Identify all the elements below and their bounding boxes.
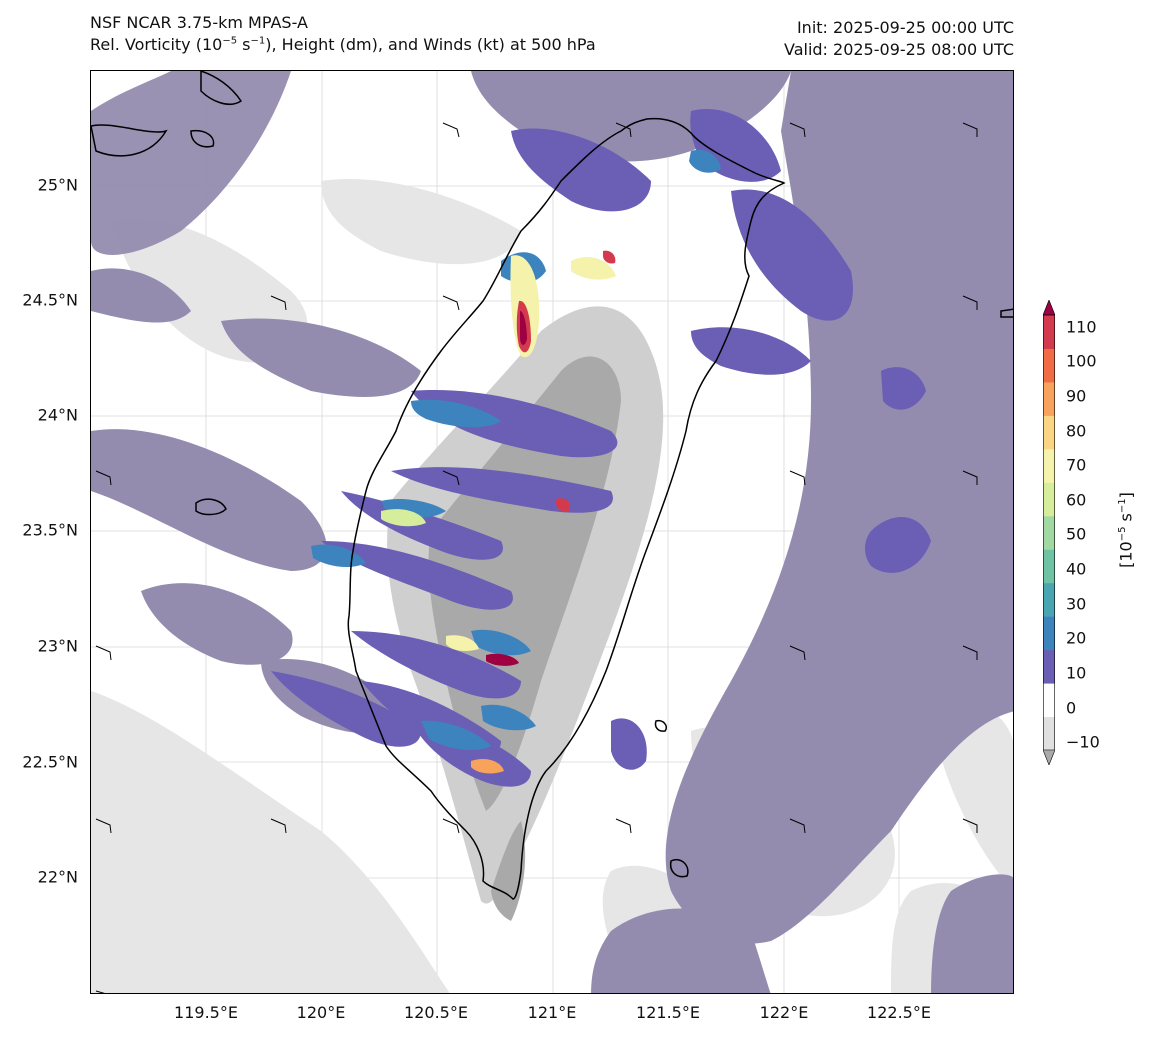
colorbar-segment	[1043, 415, 1055, 450]
colorbar-tick: 110	[1066, 317, 1097, 337]
lat-label-23-5: 23.5°N	[22, 520, 78, 540]
map-title: NSF NCAR 3.75-km MPAS-A Rel. Vorticity (…	[90, 12, 596, 56]
subtitle-part: ), Height (dm), and Winds (kt) at 500 hP…	[265, 35, 596, 54]
colorbar	[1043, 300, 1055, 765]
vorticity-map[interactable]	[90, 70, 1014, 994]
lon-label-120: 120°E	[296, 1003, 346, 1022]
lon-label-121: 121°E	[527, 1003, 577, 1022]
lon-label-120-5: 120.5°E	[404, 1003, 468, 1022]
colorbar-segment	[1043, 315, 1055, 349]
colorbar-segment	[1043, 582, 1055, 617]
colorbar-tick: 40	[1066, 559, 1087, 579]
subtitle-exponent: −1	[250, 35, 266, 47]
taiwan-coastline	[347, 117, 786, 900]
map-canvas	[91, 71, 1013, 993]
lat-label-23: 23°N	[37, 636, 78, 656]
unit-part: [10	[1116, 541, 1136, 568]
lon-label-121-5: 121.5°E	[636, 1003, 700, 1022]
subtitle-part: s	[237, 35, 251, 54]
lat-label-25: 25°N	[37, 175, 78, 195]
colorbar-segment	[1043, 348, 1055, 383]
lon-label-122: 122°E	[759, 1003, 809, 1022]
lat-label-22: 22°N	[37, 867, 78, 887]
colorbar-tick: 30	[1066, 594, 1087, 614]
colorbar-frame	[1043, 314, 1055, 751]
lat-label-22-5: 22.5°N	[22, 752, 78, 772]
colorbar-tick: 0	[1066, 698, 1077, 718]
positive-vorticity-strong	[311, 149, 721, 750]
colorbar-tick: 10	[1066, 663, 1087, 683]
colorbar-segment	[1043, 649, 1055, 684]
colorbar-tick: 90	[1066, 386, 1087, 406]
field-subtitle: Rel. Vorticity (10−5 s−1), Height (dm), …	[90, 34, 596, 56]
time-info: Init: 2025-09-25 00:00 UTC Valid: 2025-0…	[784, 17, 1014, 61]
colorbar-segment	[1043, 716, 1055, 751]
wind-barbs	[95, 122, 978, 993]
islands	[91, 71, 1013, 878]
colorbar-extend-min	[1043, 749, 1055, 765]
colorbar-segments	[1043, 300, 1055, 765]
valid-time: Valid: 2025-09-25 08:00 UTC	[783, 40, 1014, 59]
lon-label-122-5: 122.5°E	[867, 1003, 931, 1022]
colorbar-segment	[1043, 683, 1055, 718]
model-title: NSF NCAR 3.75-km MPAS-A	[90, 13, 308, 32]
colorbar-tick: 60	[1066, 490, 1087, 510]
colorbar-tick: 20	[1066, 628, 1087, 648]
colorbar-segment	[1043, 448, 1055, 483]
init-time: Init: 2025-09-25 00:00 UTC	[796, 18, 1014, 37]
lat-label-24: 24°N	[37, 405, 78, 425]
unit-part: s	[1116, 513, 1136, 527]
colorbar-segment	[1043, 515, 1055, 550]
colorbar-segment	[1043, 381, 1055, 416]
colorbar-tick: −10	[1066, 732, 1100, 752]
lon-label-119-5: 119.5°E	[174, 1003, 238, 1022]
unit-exponent: −1	[1117, 498, 1129, 514]
colorbar-extend-max	[1043, 300, 1055, 316]
positive-vorticity-weak	[91, 71, 1013, 993]
colorbar-tick: 80	[1066, 421, 1087, 441]
vorticity-cores	[381, 250, 616, 774]
subtitle-exponent: −5	[222, 35, 238, 47]
colorbar-segment	[1043, 482, 1055, 517]
colorbar-tick: 100	[1066, 351, 1097, 371]
colorbar-segment	[1043, 616, 1055, 651]
colorbar-unit-label: [10−5 s−1]	[1117, 492, 1136, 568]
colorbar-segment	[1043, 549, 1055, 584]
subtitle-part: Rel. Vorticity (10	[90, 35, 223, 54]
lat-label-24-5: 24.5°N	[22, 290, 78, 310]
colorbar-tick: 50	[1066, 524, 1087, 544]
unit-exponent: −5	[1117, 526, 1129, 542]
colorbar-tick: 70	[1066, 455, 1087, 475]
unit-part: ]	[1116, 492, 1136, 499]
